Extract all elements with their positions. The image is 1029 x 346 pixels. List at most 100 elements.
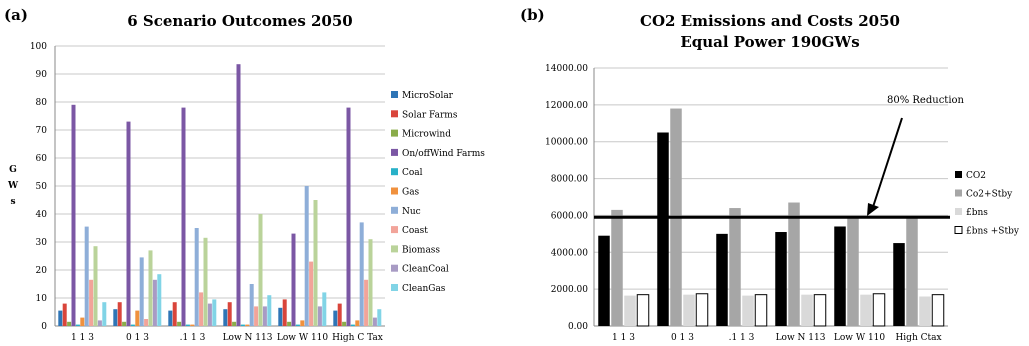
bar-a-coast	[309, 261, 314, 326]
y-axis-label-letter-a: W	[7, 181, 19, 191]
bar-b--bns	[624, 295, 636, 326]
bar-b-co2-stby	[788, 202, 800, 326]
x-tick-label-a: 0 1 3	[126, 333, 149, 343]
bar-b--bns-stby	[754, 294, 768, 327]
bar-b--bns	[919, 296, 931, 326]
x-tick-label-a: High C Tax	[332, 333, 383, 343]
bar-a-cleangas	[377, 309, 382, 326]
bar-a-cleancoal	[317, 306, 322, 326]
y-tick-label-a: 70	[36, 126, 48, 136]
annotation-arrow-head	[867, 203, 879, 216]
bar-a-gas	[190, 324, 195, 326]
legend-swatch-a	[391, 129, 398, 137]
y-tick-label-b: 2000.00	[551, 285, 588, 295]
bar-a-cleancoal	[207, 303, 212, 326]
y-tick-label-a: 90	[36, 70, 48, 80]
y-tick-label-a: 40	[36, 210, 48, 220]
legend-label-b: £bns	[966, 208, 988, 218]
y-tick-label-a: 60	[36, 154, 48, 164]
chart-title-b: CO2 Emissions and Costs 2050	[640, 12, 900, 30]
legend-label-b: Co2+Stby	[966, 190, 1013, 200]
bar-b--bns-stby	[872, 293, 886, 327]
y-axis-label-letter-a: s	[10, 197, 15, 207]
y-tick-label-a: 30	[36, 238, 48, 248]
legend-swatch-a	[391, 206, 398, 214]
bar-a-biomass	[93, 246, 98, 326]
y-tick-label-b: 0.00	[568, 322, 588, 332]
x-tick-label-b: High Ctax	[895, 333, 941, 343]
chart-panel-a: (a) 6 Scenario Outcomes 2050 0 10 20 30 40 50…	[4, 6, 485, 343]
bar-b-co2	[834, 226, 846, 326]
chart-subtitle-b: Equal Power 190GWs	[680, 33, 859, 51]
bar-a-microsolar	[278, 307, 283, 326]
bar-a-on-offwind-farms	[126, 121, 131, 326]
bar-a-nuc	[249, 284, 254, 326]
legend-swatch-a	[391, 110, 398, 118]
bar-b-co2-stby	[729, 208, 741, 326]
bar-a-coast	[254, 306, 259, 326]
bar-a-coast	[144, 319, 149, 326]
x-tick-label-a: Low N 113	[223, 333, 273, 343]
bar-a-cleancoal	[152, 279, 157, 326]
legend-swatch-a	[391, 284, 398, 291]
bar-a-microsolar	[58, 310, 63, 326]
bar-b-co2-stby	[906, 217, 918, 326]
bar-b-co2	[598, 235, 610, 326]
y-tick-label-b: 14000.00	[545, 64, 588, 74]
bar-a-biomass	[313, 200, 318, 326]
legend-swatch-a	[391, 187, 398, 195]
y-tick-label-b: 12000.00	[545, 101, 588, 111]
x-tick-label-b: 0 1 3	[671, 333, 694, 343]
y-tick-label-a: 80	[36, 98, 48, 108]
legend-label-a: Coast	[402, 226, 428, 236]
reference-line-group: 80% Reduction	[594, 95, 965, 219]
y-tick-label-b: 10000.00	[545, 138, 588, 148]
bar-b-co2	[657, 132, 669, 326]
y-axis-label-letter-a: G	[9, 165, 17, 175]
chart-title-a: 6 Scenario Outcomes 2050	[127, 12, 353, 30]
bar-a-cleangas	[212, 299, 217, 326]
bar-a-microwind	[177, 321, 182, 326]
bars-a	[58, 64, 382, 326]
y-tick-label-a: 50	[36, 182, 48, 192]
bar-a-coal	[350, 324, 355, 326]
legend-swatch-a	[391, 245, 398, 253]
bar-a-gas	[355, 320, 360, 326]
bar-b-co2-stby	[847, 217, 859, 326]
bar-b--bns-stby	[813, 294, 827, 327]
bar-a-gas	[245, 324, 250, 326]
legend-a: MicroSolar Solar Farms Microwind On/offWind…	[391, 91, 485, 294]
bar-a-on-offwind-farms	[346, 107, 351, 326]
bar-a-microwind	[287, 321, 292, 326]
legend-label-a: Microwind	[402, 130, 451, 140]
bar-b-co2-stby	[611, 209, 623, 326]
y-tick-label-b: 8000.00	[551, 175, 588, 185]
legend-swatch-b	[954, 226, 963, 234]
annotation-arrow-shaft	[872, 117, 903, 208]
bar-a-on-offwind-farms	[236, 64, 241, 326]
legend-label-a: Gas	[402, 188, 420, 198]
bar-a-on-offwind-farms	[291, 233, 296, 326]
bar-a-coal	[185, 324, 190, 326]
y-tick-label-b: 4000.00	[551, 248, 588, 258]
bar-a-microwind	[122, 321, 127, 326]
bar-a-solar-farms	[62, 303, 67, 326]
y-tick-label-b: 6000.00	[551, 211, 588, 221]
bar-a-coast	[364, 279, 369, 326]
bar-a-solar-farms	[337, 303, 342, 326]
bar-a-microsolar	[168, 310, 173, 326]
y-axis-ticks-a: 0 10 20 30 40 50 60 70 80 90 100	[30, 42, 47, 332]
legend-swatch-b	[955, 171, 962, 178]
legend-label-b: CO2	[966, 171, 986, 181]
y-axis-ticks-b: 0.00 2000.00 4000.00 6000.00 8000.00 10000.00…	[545, 64, 588, 332]
bar-b--bns	[860, 294, 872, 326]
legend-swatch-a	[391, 91, 398, 98]
bar-a-microsolar	[223, 309, 228, 326]
legend-swatch-a	[391, 264, 398, 272]
x-tick-label-a: 1 1 3	[71, 333, 94, 343]
bar-a-nuc	[304, 186, 309, 326]
bar-b--bns-stby	[636, 294, 650, 327]
y-tick-label-a: 20	[36, 266, 48, 276]
x-tick-label-a: .1 1 3	[180, 333, 206, 343]
